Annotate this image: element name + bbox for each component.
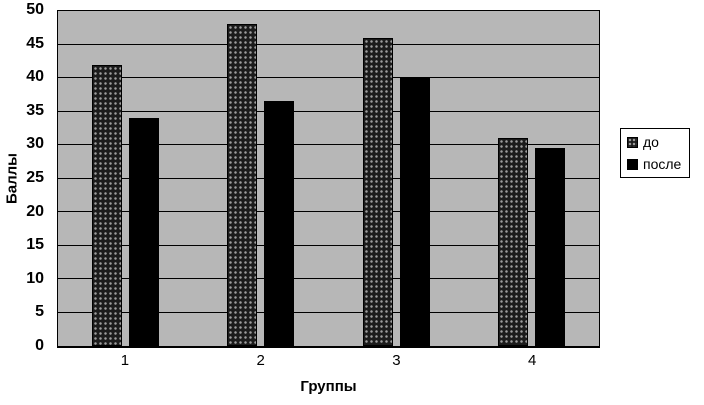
y-tick-label: 35	[26, 101, 44, 119]
y-tick-label: 20	[26, 202, 44, 220]
y-tick-label: 15	[26, 236, 44, 254]
y-axis-tick-labels: 0 5 10 15 20 25 30 35 40 45 50	[0, 2, 50, 354]
gridline	[58, 278, 599, 279]
gridline	[58, 110, 599, 112]
y-tick-label: 5	[35, 303, 44, 321]
legend-item-posle: после	[627, 157, 681, 171]
x-axis-tick-labels: 1 2 3 4	[57, 352, 600, 372]
gridline	[58, 43, 599, 45]
bar-do-group-1	[92, 64, 123, 346]
bar-group-3	[329, 11, 464, 346]
bar-group-4	[464, 11, 599, 346]
y-tick-label: 45	[26, 34, 44, 52]
legend-swatch-do	[627, 136, 638, 148]
y-tick-label: 30	[26, 135, 44, 153]
plot-area	[57, 10, 600, 348]
gridline	[58, 244, 599, 246]
x-axis-title: Группы	[300, 378, 357, 395]
x-tick-label: 3	[392, 352, 401, 369]
bar-posle-group-1	[129, 118, 160, 346]
gridline	[58, 311, 599, 313]
legend: до после	[620, 128, 691, 178]
legend-label: после	[643, 156, 682, 172]
bar-group-2	[193, 11, 328, 346]
bar-do-group-3	[362, 37, 393, 346]
bar-do-group-2	[227, 24, 258, 346]
legend-label: до	[643, 134, 659, 150]
gridline	[58, 177, 599, 179]
y-tick-label: 40	[26, 68, 44, 86]
gridline	[58, 144, 599, 145]
bar-group-1	[58, 11, 193, 346]
y-tick-label: 25	[26, 169, 44, 186]
gridline	[58, 211, 599, 212]
bar-do-group-4	[497, 138, 528, 346]
legend-swatch-posle	[627, 158, 638, 170]
x-tick-label: 2	[256, 352, 265, 369]
y-tick-label: 10	[26, 269, 44, 287]
x-tick-label: 1	[120, 352, 130, 369]
y-tick-label: 0	[35, 337, 44, 354]
x-tick-label: 4	[527, 352, 537, 369]
bar-posle-group-3	[399, 78, 430, 346]
y-tick-label: 50	[26, 1, 44, 18]
bar-posle-group-2	[264, 101, 295, 346]
legend-item-do: до	[627, 135, 681, 149]
gridline	[58, 77, 599, 78]
bar-posle-group-4	[534, 148, 565, 346]
